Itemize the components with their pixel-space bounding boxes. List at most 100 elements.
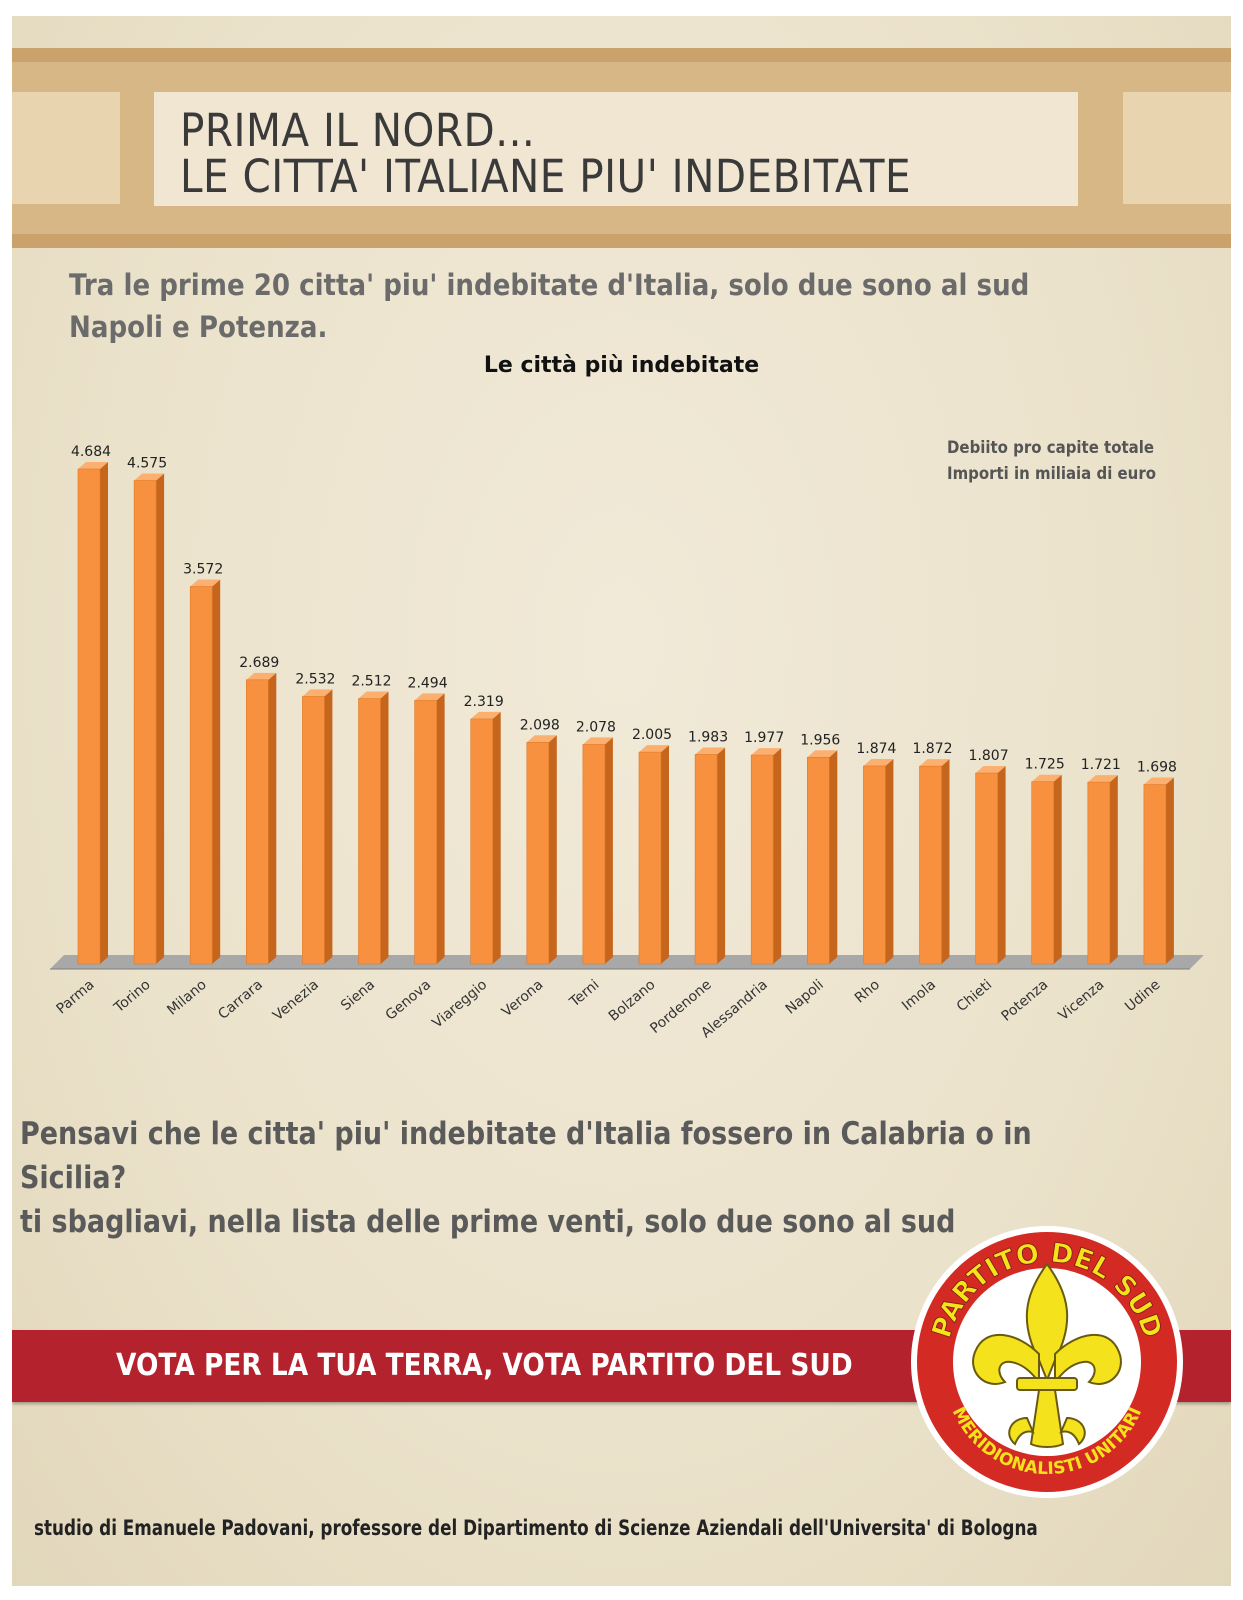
bar-value-label: 2.098 [520,717,560,733]
bar-top [582,737,613,745]
category-label: Parma [53,977,97,1018]
bar-terni [582,737,613,965]
category-label: Viareggio [429,977,490,1032]
bar-side [324,689,333,964]
bar-napoli [806,750,838,965]
bar-value-label: 3.572 [183,562,223,578]
bar-rho [863,758,894,965]
header-band-left-panel [12,92,120,204]
bar-side [717,747,726,964]
bar-top [470,711,501,719]
bar-front [919,765,942,965]
bar-side [268,672,277,964]
footer-credit: studio di Emanuele Padovani, professore … [34,1516,1038,1540]
partito-del-sud-logo: PARTITO DEL SUD MERIDIONALISTI UNITARI [911,1226,1183,1498]
title-line-2: LE CITTA' ITALIANE PIU' INDEBITATE [180,150,912,203]
bar-front [414,700,437,965]
bar-alessandria [750,748,782,965]
bar-value-label: 1.721 [1081,757,1121,773]
bar-torino [133,473,165,965]
title-box: PRIMA IL NORD... LE CITTA' ITALIANE PIU'… [154,92,1078,206]
bar-side [548,735,557,964]
bar-side [997,766,1006,964]
bar-udine [1143,777,1174,965]
bar-potenza [1031,774,1062,965]
bar-front [750,754,774,965]
bar-front [694,754,718,965]
category-label: Torino [111,977,154,1017]
bar-parma [77,462,108,965]
bar-top [919,759,950,767]
bar-front [246,679,269,965]
category-label: Siena [338,977,378,1014]
category-label: Rho [852,977,883,1007]
bar-side [941,759,950,964]
bar-bolzano [638,745,669,965]
bar-chieti [975,766,1006,965]
bar-front [863,765,886,965]
bar-front [189,586,213,965]
bar-front [302,696,325,965]
bar-side [492,711,501,964]
title-line-1: PRIMA IL NORD... [180,104,536,157]
bar-value-label: 2.689 [239,655,279,671]
chart-floor-layer [50,955,1204,970]
bar-front [470,718,494,965]
bar-side [1109,775,1118,964]
bar-side [604,737,613,964]
bar-side [212,579,221,964]
chart-annotation: Debiito pro capite totale Importi in mil… [947,435,1193,487]
bar-venezia [302,689,333,965]
bar-top [246,672,277,680]
chart-value-labels: 4.684 4.575 3.572 2.689 2.532 2.512 2.494 2.319… [71,444,1177,776]
fleur-de-lis-icon [972,1262,1122,1448]
chart-title: Le città più indebitate [483,353,760,378]
bar-value-label: 2.005 [632,727,672,743]
bar-side [100,462,108,964]
category-label: Chieti [954,977,995,1015]
intro-text: Tra le prime 20 citta' piu' indebitate d… [69,264,1104,348]
bar-front [358,698,381,965]
bar-imola [919,759,950,965]
bar-top [1143,777,1174,785]
bar-front [638,751,662,965]
bar-top [134,473,165,481]
bar-top [863,758,894,766]
bar-side [661,745,669,964]
bar-value-label: 2.494 [408,675,448,691]
bar-top [639,745,669,753]
bar-verona [526,735,557,965]
header-band: PRIMA IL NORD... LE CITTA' ITALIANE PIU'… [12,48,1231,248]
bar-top [526,735,557,743]
bar-side [773,748,782,964]
bar-carrara [246,672,277,965]
category-label: Udine [1122,977,1163,1015]
bar-front [1031,781,1055,965]
bar-value-label: 1.977 [744,730,784,746]
bar-value-label: 1.872 [912,741,952,757]
bar-front [526,741,550,965]
bar-vicenza [1087,775,1118,965]
bar-front [1143,784,1167,965]
category-label: Carrara [215,977,266,1023]
bar-side [829,750,838,964]
bar-milano [189,579,221,965]
bar-top [302,689,333,697]
bar-value-label: 1.956 [800,732,840,748]
category-label: Vicenza [1056,977,1108,1024]
bar-value-label: 2.319 [464,694,504,710]
bar-top [975,766,1006,774]
bar-pordenone [694,747,726,965]
bar-value-label: 1.698 [1137,760,1177,776]
header-band-right-panel [1123,92,1231,204]
chart-annotation-line-2: Importi in miliaia di euro [947,464,1156,484]
bar-side [1165,777,1174,964]
intro-line-2: Napoli e Potenza. [69,310,328,344]
bar-viareggio [470,711,501,965]
bar-front [975,772,998,965]
bar-value-label: 2.078 [576,719,616,735]
chart-bars [77,462,1174,965]
bar-side [156,473,165,964]
bar-top [190,579,221,587]
bar-value-label: 2.512 [351,674,391,690]
